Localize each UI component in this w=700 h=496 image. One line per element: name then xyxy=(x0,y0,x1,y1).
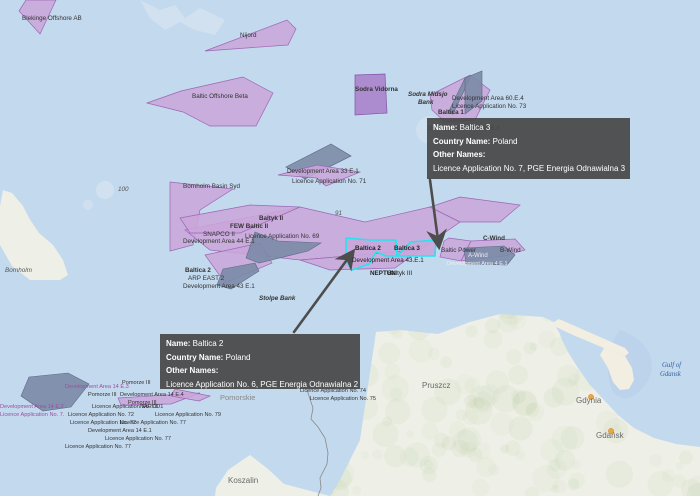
svg-text:Licence Application No. 71: Licence Application No. 71 xyxy=(292,178,367,185)
svg-text:91: 91 xyxy=(335,210,342,217)
svg-text:B-Wind: B-Wind xyxy=(500,247,521,254)
svg-text:Baltica 1: Baltica 1 xyxy=(438,109,464,116)
svg-text:Development Area 60.E.4: Development Area 60.E.4 xyxy=(452,95,524,102)
svg-text:Baltica 2: Baltica 2 xyxy=(185,267,211,274)
svg-text:Gulf of: Gulf of xyxy=(662,362,682,369)
svg-text:Stolpe Bank: Stolpe Bank xyxy=(259,295,296,302)
svg-text:Licence Application No. 77: Licence Application No. 77 xyxy=(120,420,186,426)
svg-text:Licence Application No. 75: Licence Application No. 75 xyxy=(310,396,376,402)
svg-text:Pomorze III: Pomorze III xyxy=(122,380,151,386)
svg-text:Baltyk III: Baltyk III xyxy=(388,270,412,277)
svg-text:Baltic Offshore Beta: Baltic Offshore Beta xyxy=(192,93,248,100)
svg-text:Sodra Midsjo: Sodra Midsjo xyxy=(408,91,448,98)
svg-text:Baltica 3: Baltica 3 xyxy=(394,245,420,252)
svg-text:Gdańsk: Gdańsk xyxy=(596,431,625,440)
svg-text:Development Area 4 E.1: Development Area 4 E.1 xyxy=(447,261,508,267)
svg-text:Licence Application No. 79: Licence Application No. 79 xyxy=(155,412,221,418)
svg-text:Licence Application No. 72: Licence Application No. 72 xyxy=(68,412,134,418)
svg-text:Development Area 14 E.3: Development Area 14 E.3 xyxy=(65,384,129,390)
svg-text:Development Area 14 E.4: Development Area 14 E.4 xyxy=(120,392,184,398)
svg-text:Licence Application No. 77: Licence Application No. 77 xyxy=(105,436,171,442)
svg-text:SNAPCO II: SNAPCO II xyxy=(203,231,235,238)
svg-text:C-Wind: C-Wind xyxy=(483,235,505,242)
svg-text:Development Area 33 E.1: Development Area 33 E.1 xyxy=(287,168,359,175)
svg-text:Licence Application No. 69: Licence Application No. 69 xyxy=(245,233,320,240)
svg-text:Bornholm Basin Syd: Bornholm Basin Syd xyxy=(183,183,241,190)
svg-text:100: 100 xyxy=(118,186,129,193)
svg-text:Blekinge Offshore AB: Blekinge Offshore AB xyxy=(22,15,82,22)
svg-text:Bornholm: Bornholm xyxy=(5,267,32,274)
svg-text:Baltica 2: Baltica 2 xyxy=(355,245,381,252)
svg-text:Pruszcz: Pruszcz xyxy=(422,381,450,390)
svg-text:Licence Application No. 7.: Licence Application No. 7. xyxy=(0,412,65,418)
svg-text:Development Area 43 E.1: Development Area 43 E.1 xyxy=(183,283,255,290)
svg-text:Development Area 14 E.2: Development Area 14 E.2 xyxy=(0,404,64,410)
svg-text:Pomorskie: Pomorskie xyxy=(220,393,255,402)
svg-text:Gdynia: Gdynia xyxy=(576,396,602,405)
svg-text:ARP EAST 2: ARP EAST 2 xyxy=(188,275,225,282)
svg-text:Pomorze III: Pomorze III xyxy=(88,392,117,398)
svg-text:Licence Application No. 73: Licence Application No. 73 xyxy=(452,103,527,110)
svg-text:Gdansk: Gdansk xyxy=(660,371,682,378)
svg-text:A-Wind: A-Wind xyxy=(468,253,488,259)
svg-text:Bank: Bank xyxy=(418,99,434,106)
svg-text:FEW Baltic II: FEW Baltic II xyxy=(230,223,268,230)
svg-text:Development Area 43.E.1: Development Area 43.E.1 xyxy=(352,257,424,264)
svg-text:Nijord: Nijord xyxy=(240,32,257,39)
svg-text:Baltyk II: Baltyk II xyxy=(259,215,283,222)
svg-text:Sodra Vidorna: Sodra Vidorna xyxy=(355,86,398,93)
svg-text:NARCO1: NARCO1 xyxy=(140,404,163,410)
svg-text:Licence Application No. 77: Licence Application No. 77 xyxy=(65,444,131,450)
svg-text:Development Area 14 E.1: Development Area 14 E.1 xyxy=(88,428,152,434)
svg-text:Koszalin: Koszalin xyxy=(228,476,258,485)
